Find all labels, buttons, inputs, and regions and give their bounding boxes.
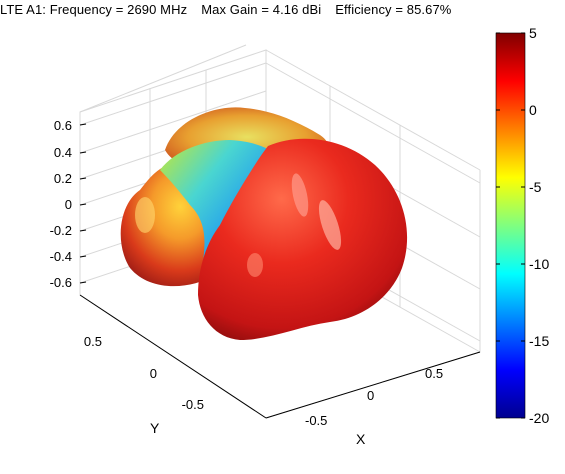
x-axis: -0.5 0 0.5 X [265, 351, 481, 447]
surface-right-lobe [198, 138, 408, 340]
z-tick-label: -0.2 [50, 223, 72, 238]
z-tick-label: 0.4 [54, 145, 72, 160]
chart-title: LTE A1: Frequency = 2690 MHz Max Gain = 4… [0, 2, 565, 17]
surface-highlight [291, 173, 309, 217]
colorbar-tick-label: -10 [529, 256, 549, 272]
colorbar-tick-label: 0 [529, 102, 537, 118]
surface-highlight [247, 253, 263, 277]
colorbar-tick-label: 5 [529, 25, 537, 41]
colorbar-tick-label: -15 [529, 333, 549, 349]
surface-highlight [318, 200, 342, 250]
title-efficiency: Efficiency = 85.67% [335, 2, 452, 17]
x-tick-label: 0.5 [425, 366, 443, 381]
title-max-gain: Max Gain = 4.16 dBi [201, 2, 322, 17]
x-tick-label: -0.5 [305, 413, 327, 428]
z-tick-label: 0.6 [54, 118, 72, 133]
y-tick-label: -0.5 [182, 397, 204, 412]
z-tick-label: 0.2 [54, 171, 72, 186]
z-tick-label: -0.6 [50, 275, 72, 290]
colorbar-gradient [495, 32, 526, 419]
colorbar-tick-label: -20 [529, 410, 549, 426]
surface-groove [160, 140, 270, 280]
z-tick-labels: 0.6 0.4 0.2 0 -0.2 -0.4 -0.6 [50, 118, 72, 290]
z-axis [79, 123, 87, 284]
colorbar-tick-label: -5 [529, 179, 542, 195]
colorbar: 5 0 -5 -10 -15 -20 [495, 25, 549, 426]
z-tick-label: 0 [65, 197, 72, 212]
surface-highlight [135, 197, 155, 233]
y-axis-label: Y [150, 420, 160, 436]
x-tick-label: 0 [367, 388, 374, 403]
y-tick-label: 0.5 [84, 334, 102, 349]
z-tick-label: -0.4 [50, 249, 72, 264]
x-axis-label: X [356, 431, 366, 447]
y-tick-label: 0 [150, 366, 157, 381]
title-frequency: LTE A1: Frequency = 2690 MHz [0, 2, 188, 17]
y-axis: 0.5 0 -0.5 Y [79, 294, 267, 436]
radiation-pattern-surface [120, 107, 408, 340]
